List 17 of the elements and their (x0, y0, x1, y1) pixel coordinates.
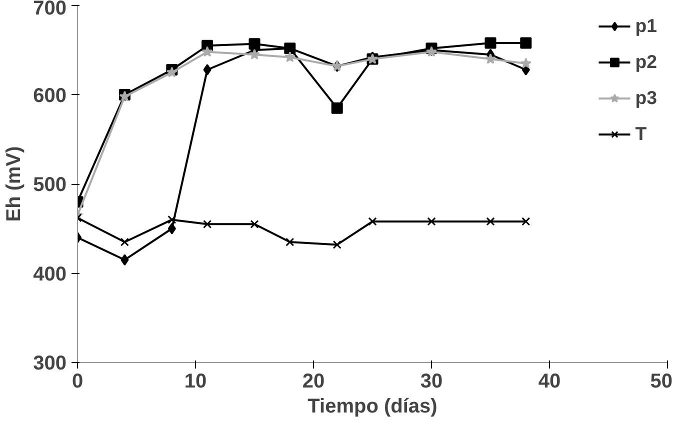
legend-label: p2 (635, 51, 657, 73)
x-tick-label: 50 (650, 370, 673, 392)
y-axis-title: Eh (mV) (3, 146, 26, 222)
y-tick-label: 300 (33, 352, 67, 374)
y-tick-label: 500 (33, 174, 67, 196)
x-axis-title: Tiempo (días) (308, 396, 438, 418)
y-tick-label: 400 (33, 263, 67, 286)
x-tick-label: 10 (184, 370, 207, 392)
x-tick-label: 40 (538, 370, 561, 392)
legend-label: p1 (635, 15, 657, 37)
y-tick-label: 600 (33, 84, 67, 107)
x-tick-label: 20 (302, 370, 325, 392)
x-tick-label: 30 (420, 370, 443, 392)
y-tick-label: 700 (33, 0, 67, 20)
x-tick-label: 0 (72, 370, 84, 392)
legend-label: p3 (635, 87, 657, 109)
legend-label: T (635, 123, 648, 145)
